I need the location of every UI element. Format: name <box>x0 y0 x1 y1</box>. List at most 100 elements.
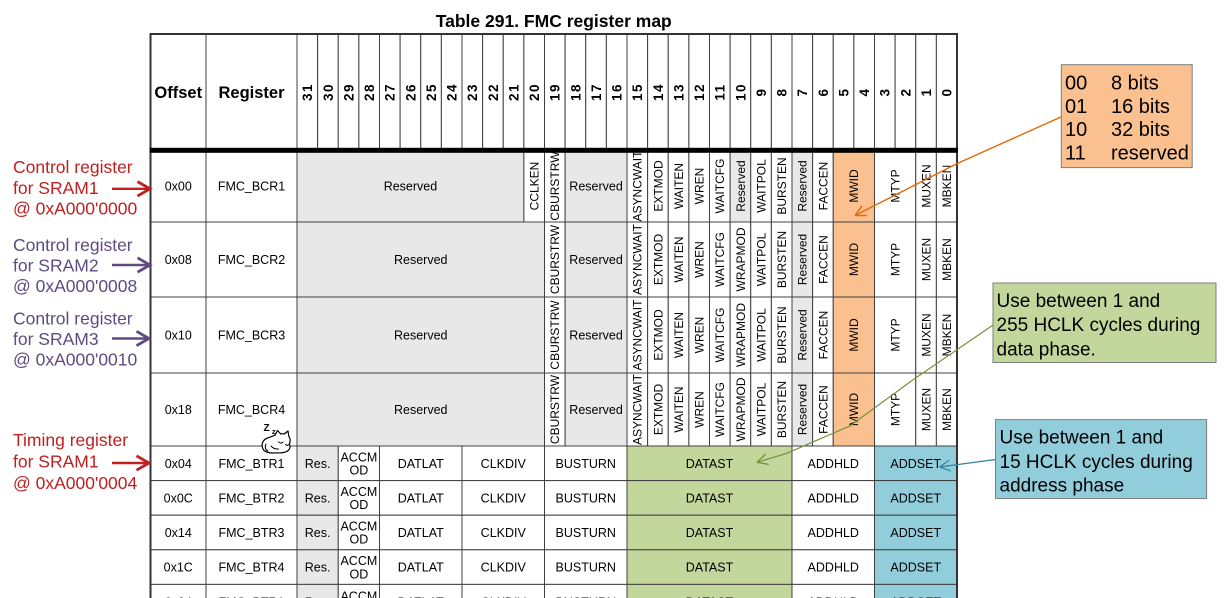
svg-text:ADDSET: ADDSET <box>890 596 941 598</box>
svg-text:01: 01 <box>1065 96 1087 118</box>
svg-text:27: 27 <box>383 83 398 101</box>
svg-text:Reserved: Reserved <box>569 329 623 343</box>
svg-text:CBURSTRW: CBURSTRW <box>548 374 562 444</box>
svg-text:Reserved: Reserved <box>394 403 448 417</box>
svg-text:Reserved: Reserved <box>796 309 810 360</box>
svg-text:Use between 1 and: Use between 1 and <box>997 291 1161 312</box>
svg-text:BUSTURN: BUSTURN <box>556 526 616 540</box>
svg-text:255 HCLK cycles during: 255 HCLK cycles during <box>997 315 1201 336</box>
svg-text:Use between 1 and: Use between 1 and <box>1000 427 1164 448</box>
svg-text:CLKDIV: CLKDIV <box>481 561 527 575</box>
svg-text:Reserved: Reserved <box>796 160 810 211</box>
svg-text:00: 00 <box>1065 72 1087 94</box>
svg-text:MUXEN: MUXEN <box>919 238 933 281</box>
svg-text:Res.: Res. <box>305 526 331 540</box>
svg-text:ACCM: ACCM <box>340 450 377 464</box>
svg-text:WAITEN: WAITEN <box>672 386 686 432</box>
svg-text:10: 10 <box>1065 119 1087 141</box>
svg-text:FMC_BTR2: FMC_BTR2 <box>219 491 285 505</box>
svg-text:DATLAT: DATLAT <box>398 526 444 540</box>
svg-text:FMC_BTR1: FMC_BTR1 <box>219 457 285 471</box>
svg-text:Reserved: Reserved <box>734 160 748 211</box>
svg-text:EXTMOD: EXTMOD <box>651 234 665 286</box>
svg-text:WAITCFG: WAITCFG <box>713 308 727 363</box>
svg-text:WAITPOL: WAITPOL <box>754 308 768 362</box>
svg-text:CCLKEN: CCLKEN <box>528 162 542 211</box>
svg-text:ADDSET: ADDSET <box>890 457 941 471</box>
svg-text:FMC_BTR3: FMC_BTR3 <box>219 526 285 540</box>
svg-text:0x18: 0x18 <box>165 403 192 417</box>
svg-text:Reserved: Reserved <box>394 329 448 343</box>
svg-text:EXTMOD: EXTMOD <box>651 309 665 361</box>
svg-text:for SRAM1: for SRAM1 <box>13 178 99 198</box>
svg-text:WAITEN: WAITEN <box>672 163 686 209</box>
svg-text:Res.: Res. <box>305 491 331 505</box>
svg-text:Control register: Control register <box>13 235 133 255</box>
svg-text:26: 26 <box>403 83 418 101</box>
svg-text:Reserved: Reserved <box>569 180 623 194</box>
svg-text:1: 1 <box>919 87 934 96</box>
svg-text:CLKDIV: CLKDIV <box>481 457 527 471</box>
svg-text:2: 2 <box>898 87 913 96</box>
svg-text:MWID: MWID <box>847 243 861 277</box>
svg-text:7: 7 <box>795 87 810 96</box>
svg-text:MTYP: MTYP <box>888 393 902 426</box>
svg-text:WAITCFG: WAITCFG <box>713 159 727 214</box>
svg-text:0x08: 0x08 <box>165 253 192 267</box>
svg-text:0: 0 <box>940 87 955 96</box>
svg-text:ADDSET: ADDSET <box>890 491 941 505</box>
svg-text:WRAPMOD: WRAPMOD <box>734 227 748 291</box>
svg-text:FMC_BCR4: FMC_BCR4 <box>218 403 285 417</box>
svg-text:WAITCFG: WAITCFG <box>713 232 727 287</box>
svg-text:29: 29 <box>341 83 356 101</box>
svg-text:Reserved: Reserved <box>569 403 623 417</box>
svg-text:FMC_BTR4: FMC_BTR4 <box>219 561 285 575</box>
svg-text:FMC_BCR1: FMC_BCR1 <box>218 180 285 194</box>
svg-text:24: 24 <box>445 83 460 101</box>
svg-text:BURSTEN: BURSTEN <box>775 231 789 288</box>
svg-text:for SRAM3: for SRAM3 <box>13 329 99 349</box>
svg-text:0x24: 0x24 <box>165 596 192 598</box>
svg-text:Timing register: Timing register <box>13 430 128 450</box>
svg-text:WRAPMOD: WRAPMOD <box>734 303 748 367</box>
svg-text:DATLAT: DATLAT <box>398 457 444 471</box>
svg-text:DATAST: DATAST <box>686 491 734 505</box>
svg-text:DATAST: DATAST <box>686 596 734 598</box>
svg-text:21: 21 <box>506 83 521 101</box>
svg-text:FMC_BCR3: FMC_BCR3 <box>218 329 285 343</box>
svg-text:DATLAT: DATLAT <box>398 491 444 505</box>
svg-text:FMC_BCR2: FMC_BCR2 <box>218 253 285 267</box>
svg-text:0x0C: 0x0C <box>164 491 193 505</box>
svg-text:32 bits: 32 bits <box>1111 119 1170 141</box>
svg-text:Reserved: Reserved <box>394 253 448 267</box>
svg-text:0x00: 0x00 <box>165 180 192 194</box>
svg-text:WAITPOL: WAITPOL <box>754 159 768 213</box>
svg-text:MBKEN: MBKEN <box>940 165 954 208</box>
svg-text:0x1C: 0x1C <box>164 561 193 575</box>
svg-text:WAITCFG: WAITCFG <box>713 382 727 437</box>
svg-text:Reserved: Reserved <box>384 180 438 194</box>
svg-text:@ 0xA000'0004: @ 0xA000'0004 <box>13 473 138 493</box>
svg-text:BUSTURN: BUSTURN <box>556 457 616 471</box>
svg-text:5: 5 <box>836 87 851 96</box>
svg-text:@ 0xA000'0010: @ 0xA000'0010 <box>13 349 138 369</box>
svg-text:OD: OD <box>350 533 369 547</box>
svg-text:ASYNCWAIT: ASYNCWAIT <box>631 373 645 445</box>
svg-text:WAITEN: WAITEN <box>672 236 686 282</box>
svg-text:CBURSTRW: CBURSTRW <box>548 224 562 294</box>
svg-text:DATAST: DATAST <box>686 526 734 540</box>
svg-text:13: 13 <box>671 83 686 101</box>
svg-text:WAITPOL: WAITPOL <box>754 382 768 436</box>
svg-text:MBKEN: MBKEN <box>940 238 954 281</box>
svg-text:WAITEN: WAITEN <box>672 312 686 358</box>
svg-text:DATAST: DATAST <box>686 561 734 575</box>
svg-text:CLKDIV: CLKDIV <box>481 491 527 505</box>
svg-text:25: 25 <box>424 83 439 101</box>
svg-text:ADDHLD: ADDHLD <box>808 457 859 471</box>
svg-text:CBURSTRW: CBURSTRW <box>548 151 562 221</box>
svg-text:11: 11 <box>1065 143 1086 165</box>
svg-text:ACCM: ACCM <box>340 485 377 499</box>
svg-text:12: 12 <box>692 83 707 101</box>
svg-text:MWID: MWID <box>847 169 861 203</box>
svg-text:20: 20 <box>527 83 542 101</box>
